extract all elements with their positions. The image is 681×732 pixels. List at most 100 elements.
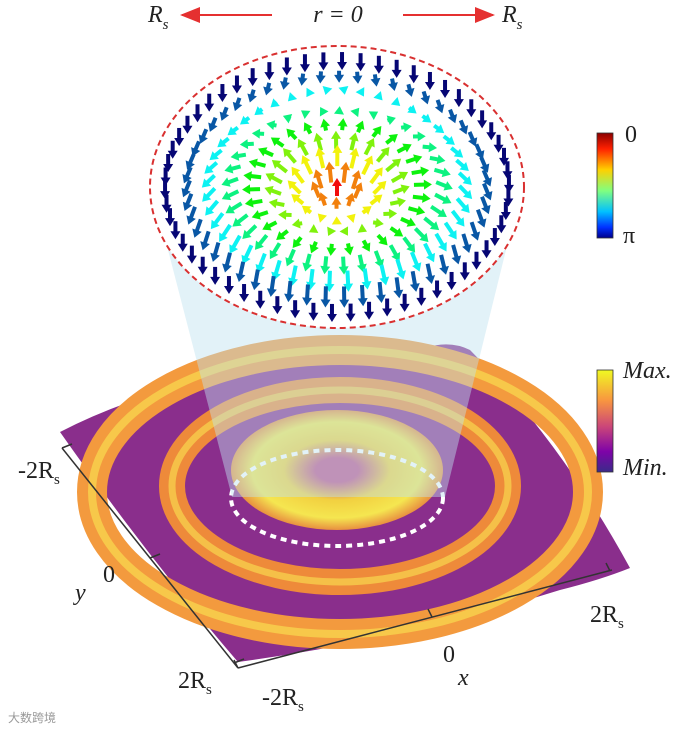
spin-arrow-head xyxy=(364,155,374,165)
spin-arrow-head xyxy=(443,181,453,191)
spin-arrow-head xyxy=(210,252,220,262)
spin-arrow-head xyxy=(239,115,250,125)
spin-arrow-head xyxy=(337,118,348,127)
spin-arrow-head xyxy=(262,221,272,231)
y-tick-label: 0 xyxy=(103,562,115,588)
spin-arrow-head xyxy=(161,204,172,213)
spin-arrow-head xyxy=(390,97,401,107)
spin-arrow-head xyxy=(281,67,292,76)
spin-arrow-head xyxy=(451,255,462,265)
spin-arrow-head xyxy=(205,206,215,216)
spin-arrow-head xyxy=(310,181,321,191)
spin-arrow-head xyxy=(254,240,264,250)
spin-arrow-head xyxy=(499,157,510,166)
spin-arrow-head xyxy=(217,94,228,103)
spin-arrow-head xyxy=(388,82,398,91)
spin-arrow-head xyxy=(468,137,478,147)
spin-arrow-head xyxy=(222,263,232,273)
spin-arrow-head xyxy=(345,313,356,322)
spin-arrow-head xyxy=(442,194,452,204)
spin-arrow-head xyxy=(319,107,329,117)
y-tick-label: 2Rs xyxy=(178,668,212,698)
spin-arrow-head xyxy=(174,137,185,146)
spin-arrow-head xyxy=(466,109,477,118)
spin-arrow-head xyxy=(313,169,323,179)
spin-arrow-head xyxy=(280,81,290,90)
spin-arrow-head xyxy=(349,147,360,157)
spin-arrow-head xyxy=(388,134,398,143)
spin-arrow-head xyxy=(232,217,242,227)
spin-arrow-head xyxy=(255,300,266,309)
spin-arrow-head xyxy=(231,85,242,94)
colorbar-label: 0 xyxy=(625,122,637,148)
spin-arrow-head xyxy=(265,173,275,182)
spin-arrow-head xyxy=(192,114,203,123)
spin-arrow-head xyxy=(292,238,302,249)
spin-arrow-head xyxy=(327,226,337,236)
spin-arrow-head xyxy=(480,163,490,173)
spin-arrow-head xyxy=(167,150,178,159)
spin-arrow-head xyxy=(254,106,264,116)
spin-arrow-head xyxy=(379,276,390,286)
spin-arrow-head xyxy=(422,192,431,203)
spin-arrow-head xyxy=(163,163,174,172)
x-axis-label: x xyxy=(457,665,469,691)
spin-arrow-head xyxy=(346,213,356,223)
spin-arrow-head xyxy=(424,81,435,90)
colorbar-label: Min. xyxy=(622,455,668,481)
spin-arrow-head xyxy=(393,227,404,237)
spin-arrow-head xyxy=(303,122,313,132)
spin-arrow-head xyxy=(186,215,196,225)
spin-arrow-head xyxy=(368,111,379,121)
spin-arrow-head xyxy=(200,241,210,251)
spin-arrow-head xyxy=(251,128,261,139)
spin-arrow-head xyxy=(420,166,430,177)
spin-arrow-head xyxy=(373,65,384,74)
spin-arrow-head xyxy=(370,77,381,87)
spin-arrow-head xyxy=(247,78,258,87)
spin-arrow-head xyxy=(251,210,261,220)
spin-arrow-head xyxy=(408,75,419,84)
spin-arrow-head xyxy=(439,265,449,275)
spin-arrow-head xyxy=(397,197,406,208)
spin-arrow-head xyxy=(299,64,310,73)
spin-arrow-head xyxy=(481,204,491,215)
spin-arrow-head xyxy=(437,208,447,218)
spin-arrow-head xyxy=(243,171,252,182)
spin-arrow-head xyxy=(219,111,230,121)
spin-arrow-head xyxy=(459,272,470,281)
spin-arrow-head xyxy=(291,218,301,229)
spin-arrow-head xyxy=(396,270,406,280)
spin-arrow-head xyxy=(221,191,232,201)
spin-arrow-head xyxy=(380,146,390,157)
spin-arrow-head xyxy=(241,254,251,265)
surface xyxy=(60,335,630,662)
spin-arrow-head xyxy=(372,125,382,136)
spin-arrow-head xyxy=(264,185,274,196)
spin-arrow-head xyxy=(455,217,465,227)
spin-arrow-head xyxy=(217,138,227,148)
spin-arrow-head xyxy=(288,277,298,287)
spin-arrow-head xyxy=(481,250,492,259)
spin-arrow-head xyxy=(204,164,214,174)
spin-arrow-head xyxy=(441,167,451,178)
spin-arrow-head xyxy=(416,205,426,216)
spin-arrow-head xyxy=(291,166,301,177)
spin-arrow-head xyxy=(357,223,367,233)
spin-arrow-head xyxy=(398,171,409,181)
spin-arrow-head xyxy=(339,226,349,236)
spin-arrow-head xyxy=(391,69,402,78)
x-tick-label: 2Rs xyxy=(590,602,624,632)
colorbar-label: π xyxy=(623,223,635,249)
spin-arrow-head xyxy=(429,221,440,231)
spin-arrow-head xyxy=(266,288,277,297)
spin-arrow-head xyxy=(301,205,312,215)
spin-arrow-head xyxy=(416,297,427,306)
spin-arrow-head xyxy=(270,98,280,108)
spin-arrow-head xyxy=(197,266,208,275)
spin-arrow-head xyxy=(493,144,504,153)
spin-arrow-head xyxy=(391,251,401,262)
spin-arrow-head xyxy=(404,87,415,97)
spin-arrow-head xyxy=(413,154,423,164)
spin-arrow-head xyxy=(202,192,212,202)
